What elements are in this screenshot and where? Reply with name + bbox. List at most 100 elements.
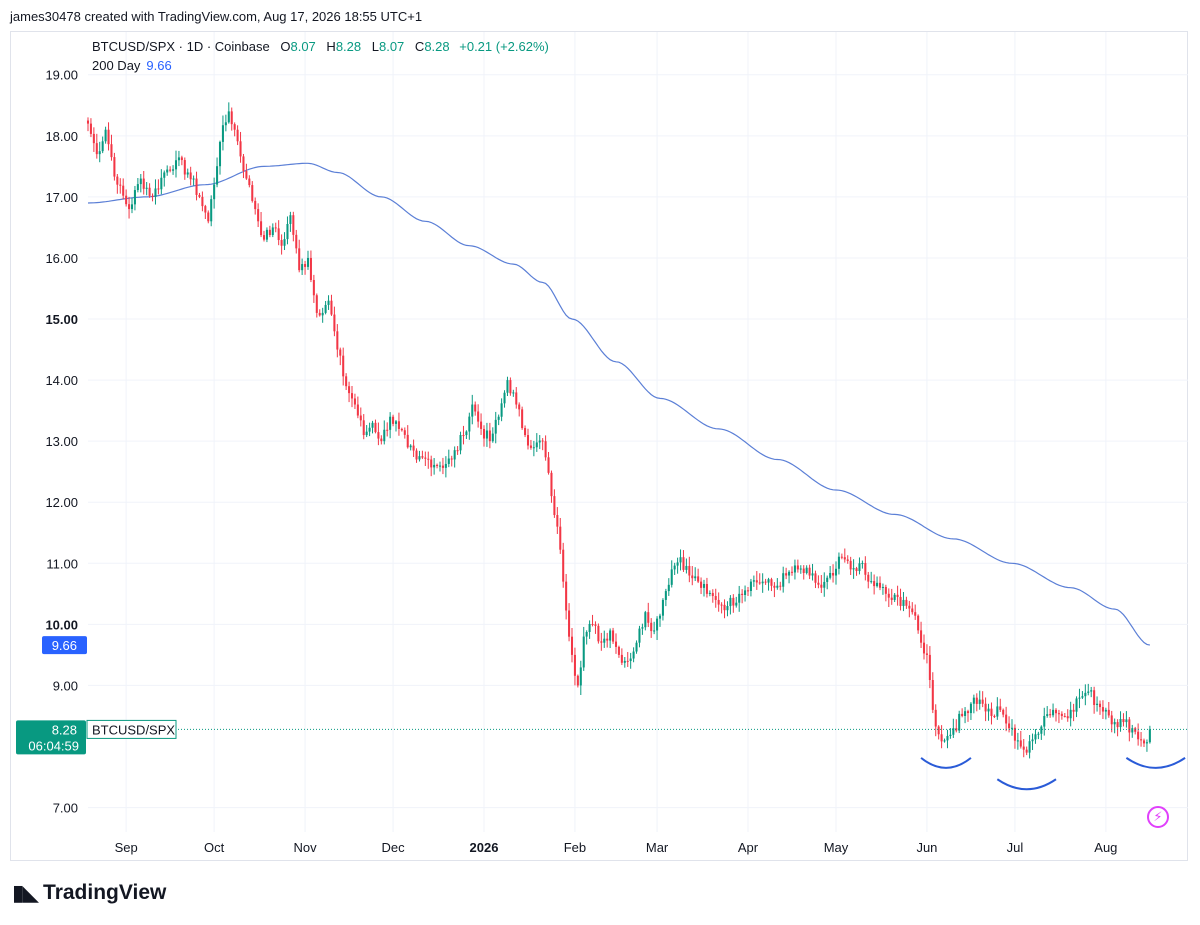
rounded-bottom-arc xyxy=(1125,757,1186,769)
candle-body xyxy=(864,563,867,575)
candle-body xyxy=(1022,746,1025,750)
candle-body xyxy=(233,124,236,130)
candle-body xyxy=(952,728,955,735)
y-tick-label: 7.00 xyxy=(53,801,78,816)
candle-body xyxy=(679,557,682,563)
candle-body xyxy=(236,129,239,142)
candle-body xyxy=(776,585,779,588)
candle-body xyxy=(306,257,310,267)
candle-body xyxy=(576,675,579,686)
candle-body xyxy=(855,568,858,572)
legend-ma-value: 9.66 xyxy=(146,58,172,73)
candle-body xyxy=(702,583,706,588)
candle-body xyxy=(685,565,688,570)
candle-body xyxy=(107,129,110,145)
candle-body xyxy=(166,169,169,173)
y-tick-label: 11.00 xyxy=(46,556,78,571)
candle-body xyxy=(218,141,222,167)
candle-body xyxy=(1037,733,1040,735)
candle-body xyxy=(521,409,524,429)
candle-body xyxy=(1054,709,1058,714)
candle-body xyxy=(978,699,981,704)
candle-body xyxy=(752,580,755,582)
candle-body xyxy=(480,421,483,429)
candle-body xyxy=(852,568,855,570)
candle-body xyxy=(873,581,876,587)
x-tick-label: Nov xyxy=(294,840,318,855)
candle-body xyxy=(1116,722,1119,728)
candle-body xyxy=(345,376,348,387)
candle-body xyxy=(958,713,961,731)
candle-body xyxy=(532,447,535,449)
tradingview-logo: ▮◣ TradingView xyxy=(12,880,166,906)
candle-body xyxy=(339,349,342,356)
candle-body xyxy=(130,204,134,210)
candle-body xyxy=(905,599,908,606)
y-tick-label: 10.00 xyxy=(45,617,78,632)
candle-body xyxy=(383,429,386,442)
candle-body xyxy=(430,459,433,468)
candle-body xyxy=(444,463,447,468)
candle-body xyxy=(268,229,271,236)
candle-body xyxy=(1025,749,1028,753)
candle-body xyxy=(761,581,764,584)
candle-body xyxy=(157,188,160,190)
candle-body xyxy=(755,580,758,583)
candle-body xyxy=(1046,714,1049,716)
legend-high-label: H xyxy=(326,39,336,54)
candle-body xyxy=(553,496,556,516)
candle-body xyxy=(635,642,638,652)
candle-body xyxy=(333,314,336,332)
candle-body xyxy=(802,568,805,574)
candle-body xyxy=(638,628,641,643)
legend-low-label: L xyxy=(371,39,379,54)
candle-body xyxy=(538,440,541,443)
candle-body xyxy=(497,416,500,420)
candle-body xyxy=(1110,715,1113,725)
candle-body xyxy=(195,178,198,195)
candle-body xyxy=(139,178,142,185)
candle-body xyxy=(647,612,650,623)
legend-open-label: O xyxy=(280,39,291,54)
rounded-bottom-arcs xyxy=(920,757,1186,791)
candle-body xyxy=(623,660,626,663)
candle-body xyxy=(1019,740,1022,747)
candle-body xyxy=(1137,731,1140,740)
candle-body xyxy=(782,573,785,587)
candle-body xyxy=(579,667,582,686)
candle-body xyxy=(125,195,128,205)
candle-body xyxy=(500,403,503,417)
snapshot-icon[interactable]: ⚡ xyxy=(1147,806,1169,828)
candle-body xyxy=(350,393,354,399)
candle-body xyxy=(1008,723,1011,729)
candle-body xyxy=(1134,728,1137,732)
candle-body xyxy=(984,703,987,712)
candle-body xyxy=(488,430,491,442)
candle-body xyxy=(632,651,635,659)
candle-body xyxy=(893,594,896,600)
candle-body xyxy=(735,602,738,606)
candle-body xyxy=(230,111,233,125)
candle-body xyxy=(673,565,676,570)
candle-body xyxy=(676,562,679,566)
rounded-bottom-arc xyxy=(996,778,1057,791)
candle-body xyxy=(92,133,95,144)
candle-body xyxy=(999,706,1002,710)
candle-body xyxy=(808,567,811,576)
candle-body xyxy=(148,187,151,196)
candle-body xyxy=(362,420,365,436)
chart-frame xyxy=(10,31,1188,861)
candle-body xyxy=(796,565,799,570)
candle-body xyxy=(629,658,632,662)
candle-body xyxy=(477,411,480,422)
candle-body xyxy=(368,427,371,432)
candle-body xyxy=(433,464,436,468)
candle-body xyxy=(186,172,189,175)
candle-body xyxy=(925,653,928,655)
candle-body xyxy=(541,440,544,442)
candle-body xyxy=(896,594,899,597)
candle-body xyxy=(1087,691,1090,693)
candle-body xyxy=(1090,690,1093,692)
candle-body xyxy=(1060,713,1063,716)
